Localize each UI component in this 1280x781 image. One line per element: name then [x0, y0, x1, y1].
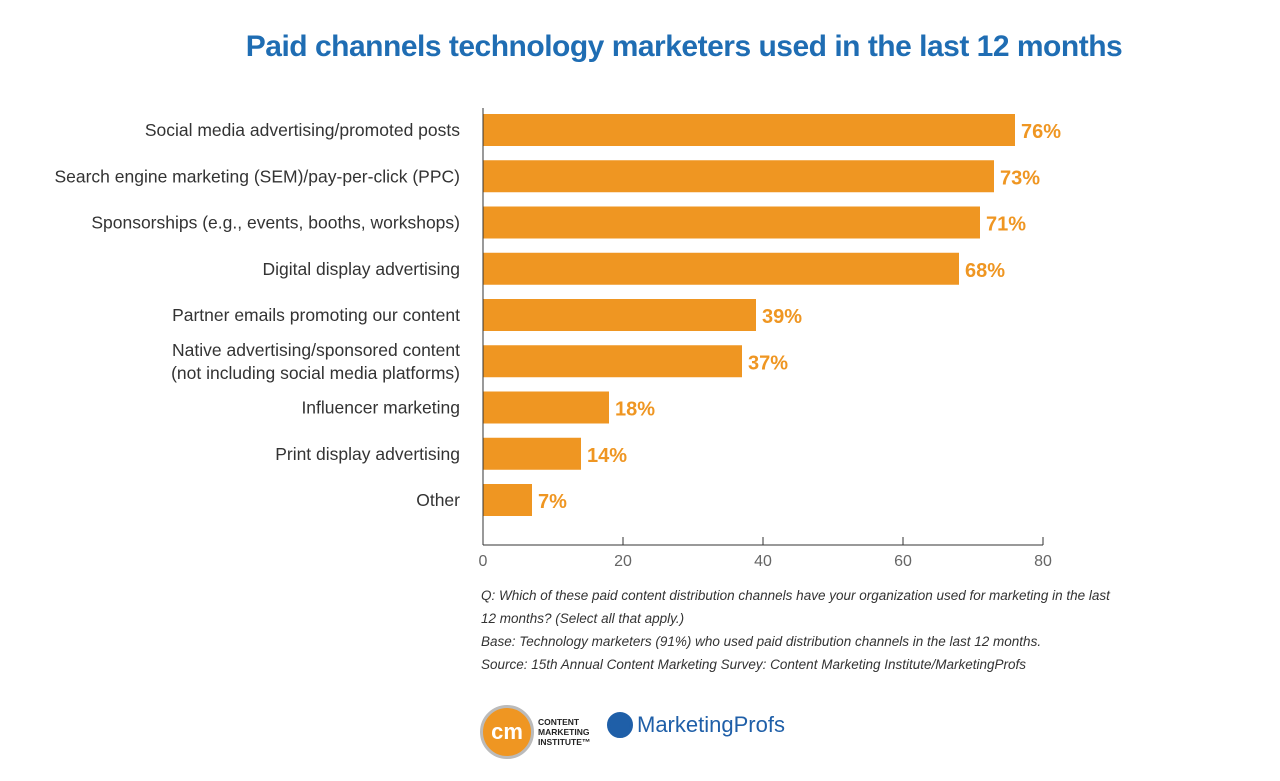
- category-label: Influencer marketing: [301, 398, 460, 418]
- value-label: 76%: [1021, 121, 1061, 143]
- chart-notes: Q: Which of these paid content distribut…: [481, 584, 1121, 676]
- x-tick-label: 60: [894, 553, 912, 570]
- question-note: Q: Which of these paid content distribut…: [481, 588, 1110, 626]
- value-label: 14%: [587, 445, 627, 467]
- bar: [483, 160, 994, 193]
- bar: [483, 345, 742, 378]
- cmi-logo: cm CONTENT MARKETING INSTITUTE™: [480, 705, 590, 759]
- marketingprofs-logo: MarketingProfs: [607, 712, 785, 738]
- value-label: 7%: [538, 491, 567, 513]
- x-tick-label: 0: [479, 553, 488, 570]
- x-tick-label: 20: [614, 553, 632, 570]
- category-label: Digital display advertising: [263, 259, 460, 279]
- category-label: (not including social media platforms): [171, 363, 460, 383]
- bar: [483, 114, 1015, 146]
- chart-title: Paid channels technology marketers used …: [245, 30, 1123, 63]
- bar: [483, 484, 532, 516]
- bar: [483, 299, 756, 331]
- bar: [483, 391, 609, 424]
- bar: [483, 437, 581, 470]
- category-label: Sponsorships (e.g., events, booths, work…: [91, 213, 460, 233]
- value-label: 39%: [762, 306, 802, 328]
- category-label: Social media advertising/promoted posts: [145, 120, 460, 140]
- value-label: 18%: [615, 399, 655, 421]
- bar: [483, 206, 980, 239]
- category-label: Partner emails promoting our content: [172, 305, 460, 325]
- value-label: 73%: [1000, 167, 1040, 189]
- source-note: Source: 15th Annual Content Marketing Su…: [481, 657, 1027, 672]
- value-label: 71%: [986, 214, 1026, 236]
- base-note: Base: Technology marketers (91%) who use…: [481, 634, 1042, 649]
- category-label: Search engine marketing (SEM)/pay-per-cl…: [54, 166, 460, 186]
- x-tick-label: 80: [1034, 553, 1052, 570]
- category-label: Print display advertising: [275, 444, 460, 464]
- x-tick-label: 40: [754, 553, 772, 570]
- cmi-logo-mark: cm: [480, 705, 534, 759]
- category-label: Other: [416, 490, 460, 510]
- value-label: 68%: [965, 260, 1005, 282]
- value-label: 37%: [748, 352, 788, 374]
- category-label: Native advertising/sponsored content: [172, 340, 460, 360]
- marketingprofs-bird-icon: [607, 712, 633, 738]
- bar: [483, 252, 959, 285]
- cmi-logo-text: CONTENT MARKETING INSTITUTE™: [538, 717, 591, 747]
